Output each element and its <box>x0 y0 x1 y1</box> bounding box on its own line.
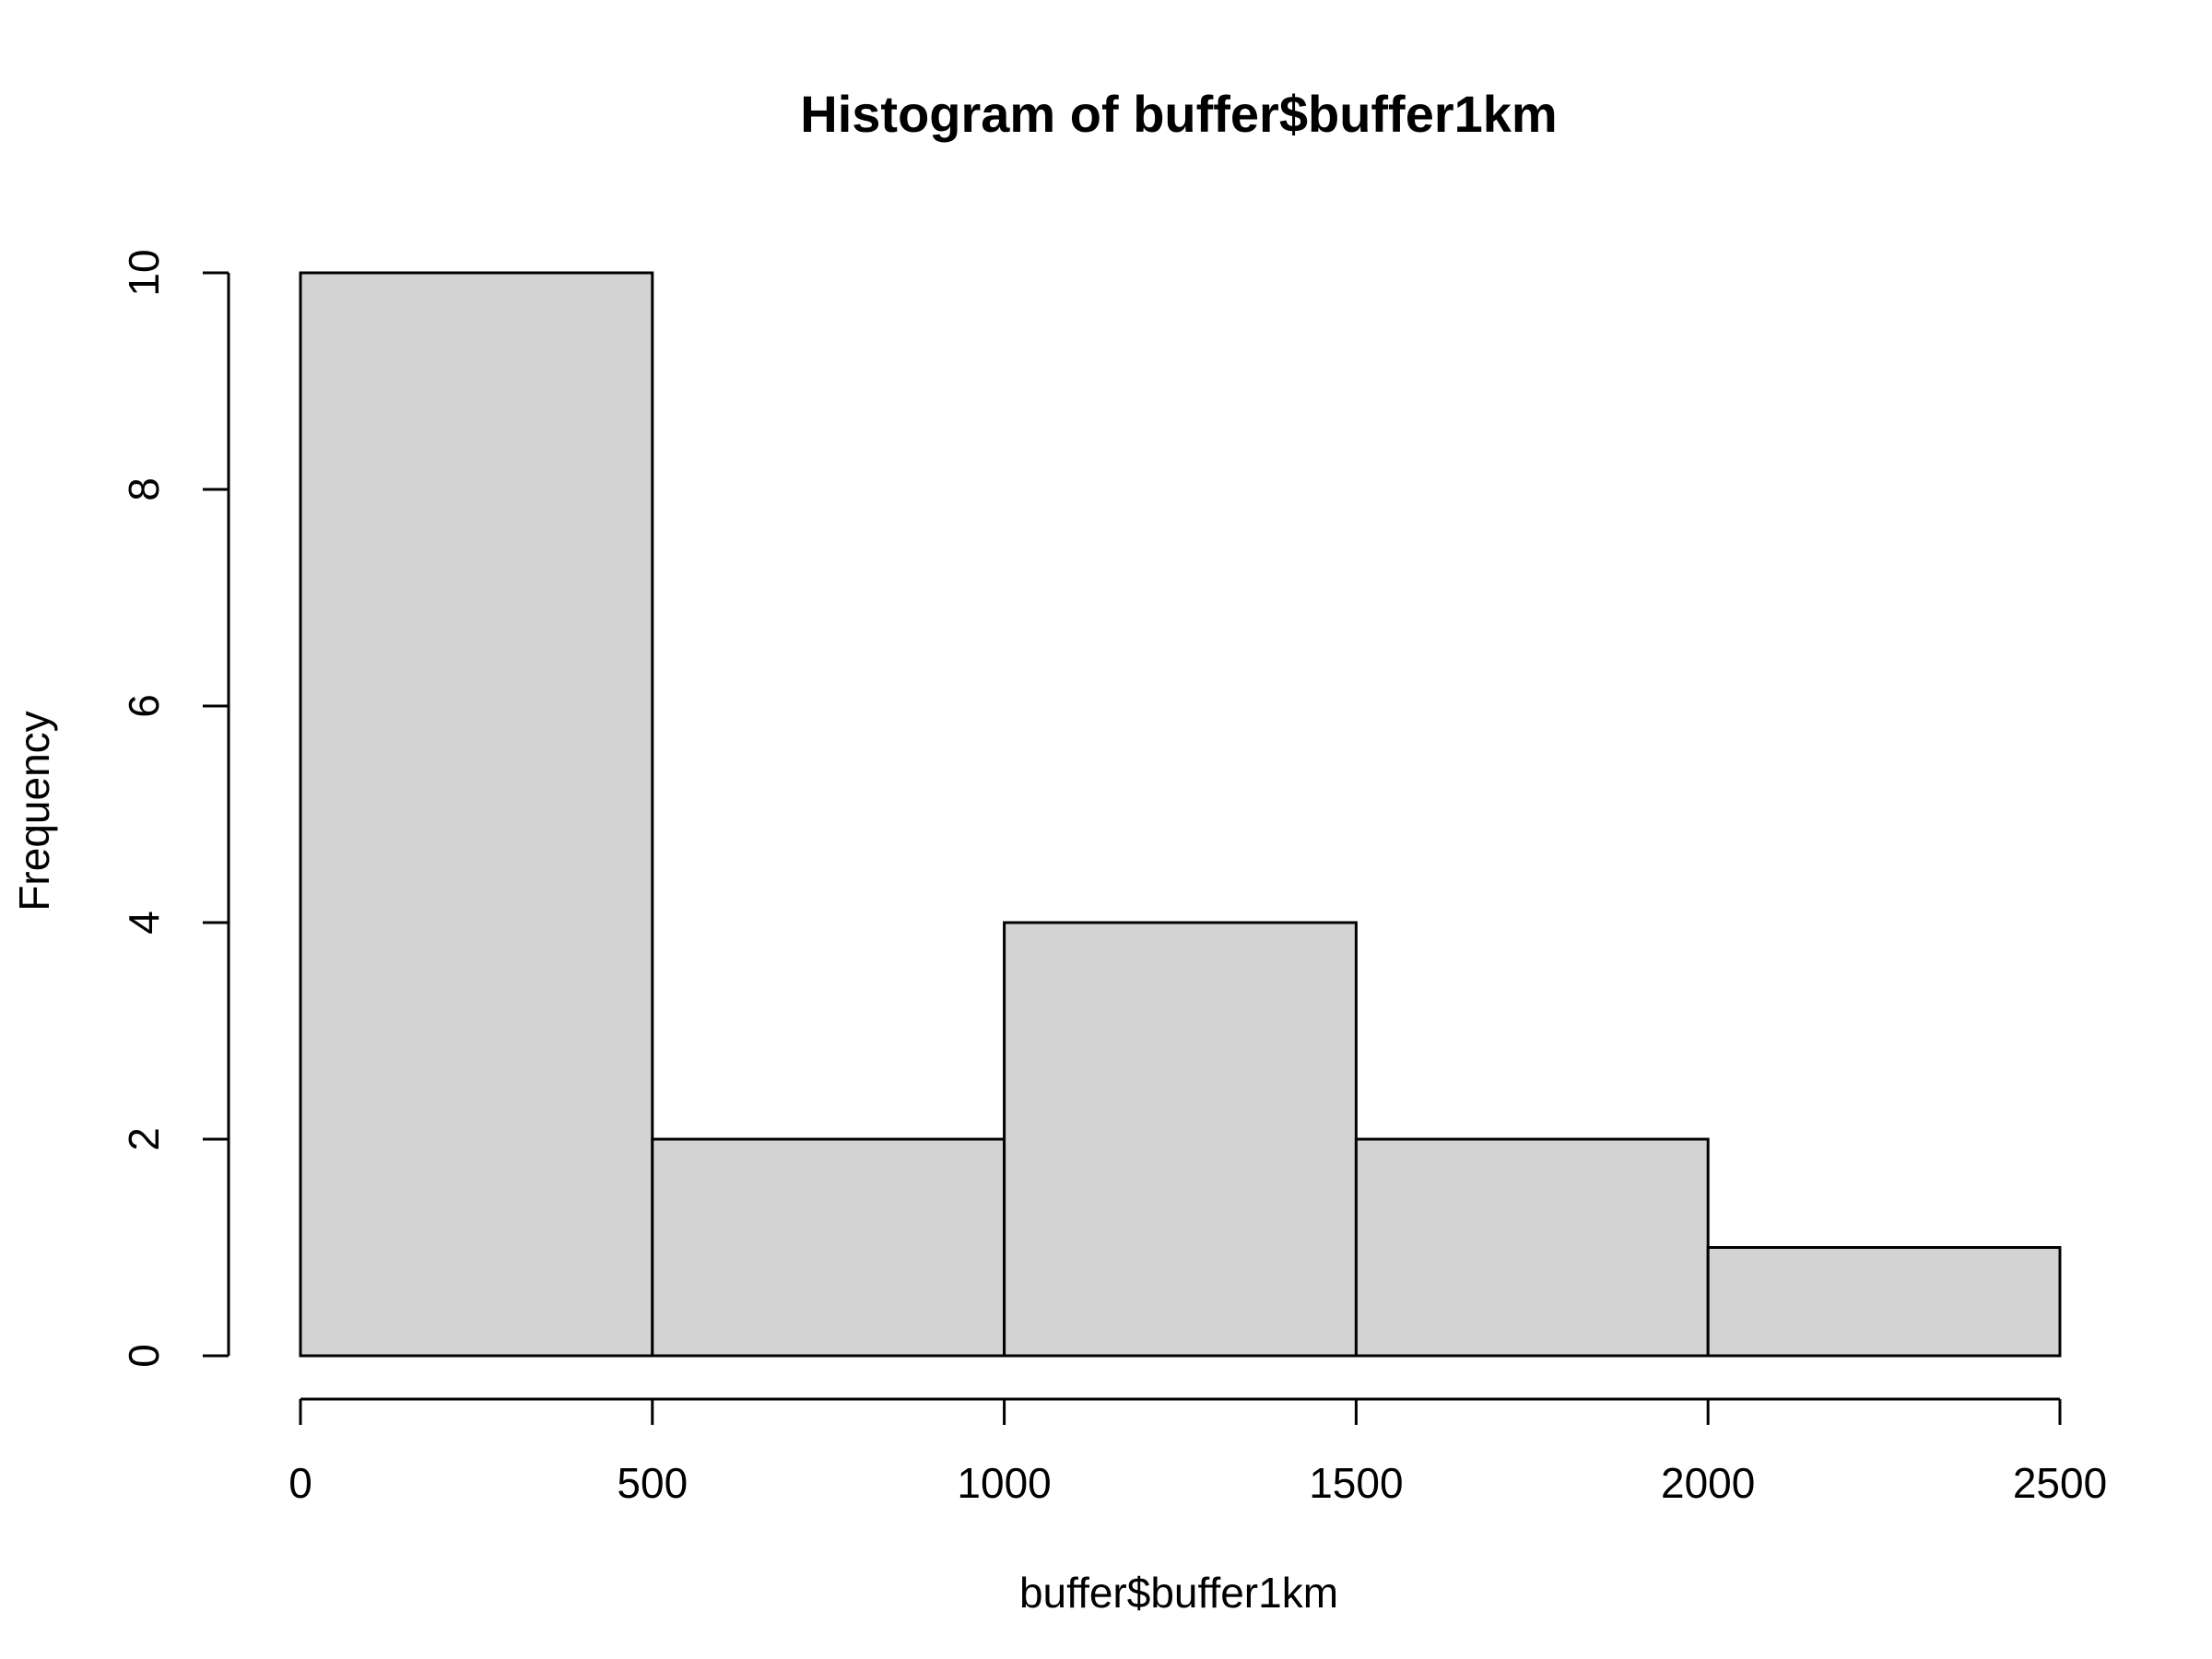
x-axis: 0 500 1000 1500 2000 2500 <box>288 1397 2107 1507</box>
x-axis-label: buffer$buffer1km <box>1019 1569 1338 1617</box>
histogram-bar-4 <box>1706 1246 2062 1358</box>
x-tick-label-5: 2500 <box>2013 1459 2107 1507</box>
histogram-bar-3 <box>1354 1137 1710 1358</box>
y-tick-label-3: 6 <box>120 694 168 718</box>
y-axis-label: Frequency <box>10 711 58 911</box>
x-tick-label-2: 1000 <box>957 1459 1051 1507</box>
histogram-bar-2 <box>1003 921 1358 1358</box>
y-tick-label-0: 0 <box>120 1344 168 1368</box>
histogram-bar-1 <box>651 1137 1006 1358</box>
y-tick-label-5: 10 <box>120 249 168 296</box>
y-tick-label-4: 8 <box>120 477 168 501</box>
histogram-bar-0 <box>299 271 654 1358</box>
x-tick-label-0: 0 <box>288 1459 312 1507</box>
x-tick-label-1: 500 <box>617 1459 688 1507</box>
bars-group <box>299 271 2062 1358</box>
x-tick-label-4: 2000 <box>1661 1459 1755 1507</box>
y-tick-label-1: 2 <box>120 1127 168 1151</box>
chart-title: Histogram of buffer$buffer1km <box>800 85 1557 143</box>
y-tick-label-2: 4 <box>120 911 168 935</box>
x-tick-label-3: 1500 <box>1309 1459 1403 1507</box>
y-axis: 0 2 4 6 8 10 <box>120 249 230 1368</box>
